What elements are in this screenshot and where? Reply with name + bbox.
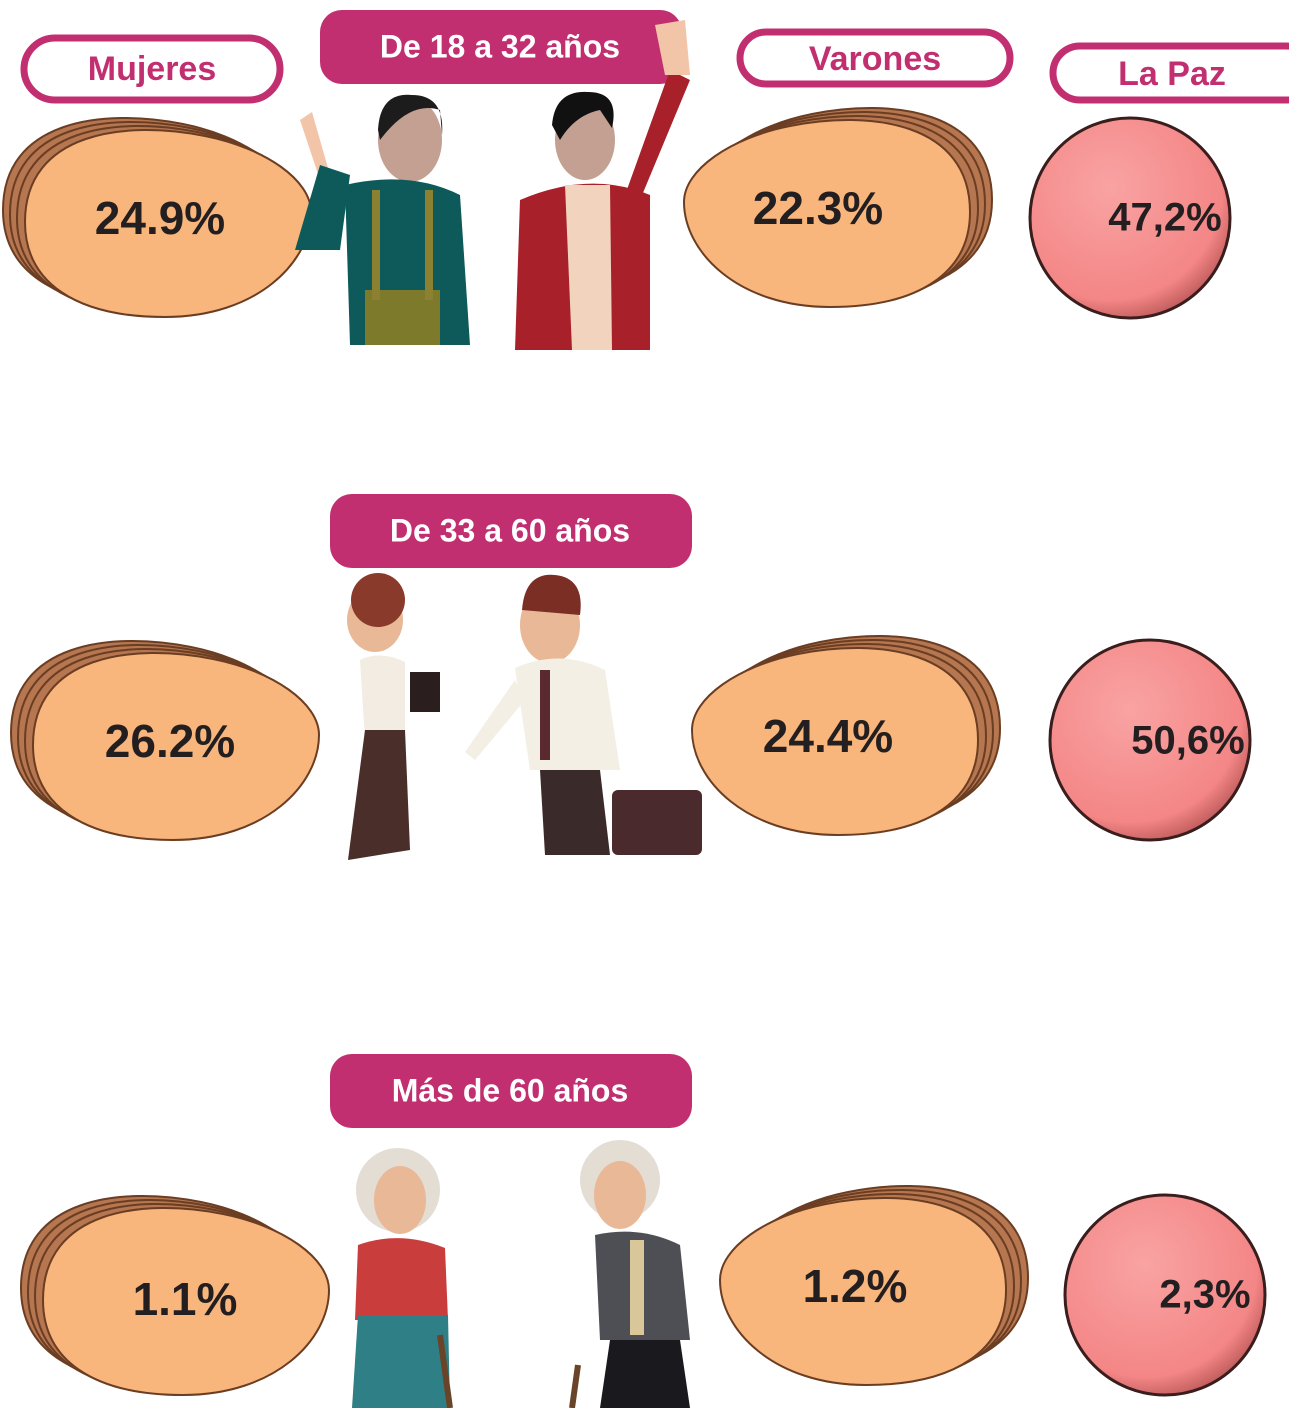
region-value: 50,6% (1131, 719, 1244, 763)
header-pill (1049, 42, 1289, 104)
men-value: 24.4% (763, 710, 893, 762)
men-value: 22.3% (753, 182, 883, 234)
header-region: La Paz (1118, 55, 1226, 93)
group-label-pill (330, 494, 692, 568)
region-ball (1048, 638, 1252, 842)
region-value: 47,2% (1108, 196, 1221, 240)
women-value: 24.9% (95, 192, 225, 244)
women-value: 1.1% (133, 1273, 238, 1325)
illustration-young (295, 20, 690, 350)
men-value: 1.2% (803, 1260, 908, 1312)
group-label: De 18 a 32 años (380, 28, 620, 64)
group-label: De 33 a 60 años (390, 512, 630, 548)
region-ball (1028, 116, 1232, 320)
region-value: 2,3% (1159, 1273, 1250, 1317)
women-value: 26.2% (105, 715, 235, 767)
group-label-pill (330, 1054, 692, 1128)
header-pill (20, 34, 284, 104)
header-men: Varones (809, 40, 941, 78)
group-label-pill (320, 10, 682, 84)
illustration-elderly (352, 1140, 690, 1408)
group-label: Más de 60 años (392, 1072, 629, 1108)
header-women: Mujeres (88, 50, 217, 88)
illustration-adults (347, 573, 702, 860)
header-pill (736, 28, 1014, 88)
region-ball (1063, 1193, 1267, 1397)
